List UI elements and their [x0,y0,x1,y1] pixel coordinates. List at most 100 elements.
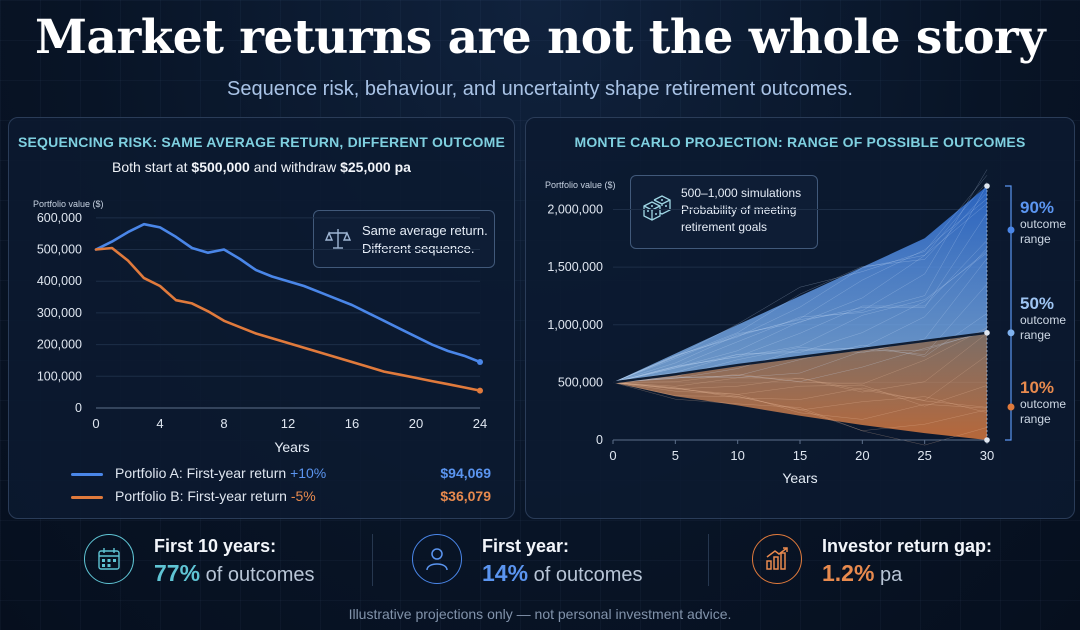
left-x-tick-label: 4 [156,416,163,431]
left-y-tick-label: 400,000 [37,274,82,288]
left-x-tick-label: 0 [92,416,99,431]
bracket-dot-90 [1007,226,1015,234]
mc-callout-line-3: retirement goals [681,220,768,234]
left-x-tick-label: 16 [345,416,359,431]
band-label-10-line1: outcome [1020,397,1067,411]
subtitle-middle: and withdraw [249,159,341,175]
stat-ring-3 [752,534,802,584]
marker-10-end [984,437,990,443]
simulation-path [612,284,988,383]
start-amount: $500,000 [191,159,250,175]
sequencing-panel-subtitle: Both start at $500,000 and withdraw $25,… [9,159,514,175]
simulation-path [612,213,988,383]
simulation-path [612,382,988,408]
person-icon [426,548,448,571]
legend-portfolio-a: Portfolio A: First-year return +10% $94,… [71,464,491,484]
stats-divider-1 [372,534,373,586]
band-label-50-line2: range [1020,328,1051,342]
footer-disclaimer: Illustrative projections only — not pers… [348,606,732,622]
stat-number-2: 14% [482,560,529,586]
mc-callout-line-1: 500–1,000 simulations [681,186,802,200]
band-label-90-line2: range [1020,232,1051,246]
right-x-tick-label: 20 [855,448,869,463]
monte-carlo-callout: 500–1,000 simulations Probability of mee… [630,175,818,249]
simulation-path [612,382,988,413]
right-y-tick-label: 1,500,000 [547,260,603,274]
simulation-path [612,252,988,383]
simulation-path [612,327,988,385]
band-label-10: 10% outcome range [1020,379,1080,427]
legend-return-a: +10% [290,465,327,481]
band-label-50-line1: outcome [1020,313,1067,327]
right-x-tick-label: 30 [980,448,994,463]
stat-ring-2 [412,534,462,584]
sequencing-callout: Same average return. Different sequence. [313,210,495,268]
withdraw-amount: $25,000 pa [340,159,411,175]
series-line-portfolio-b [94,246,482,392]
left-x-tick-label: 24 [473,416,487,431]
stat-suffix-1: of outcomes [200,564,315,586]
right-x-tick-label: 5 [672,448,679,463]
stat-number-3: 1.2% [822,560,875,586]
legend-value-a: $94,069 [440,465,491,481]
legend-prefix-a: Portfolio A: First-year return [115,465,291,481]
simulation-path [612,382,988,407]
simulation-path [612,331,988,383]
callout-line-2: Different sequence. [362,241,475,256]
simulation-path [612,330,988,383]
range-bracket [1005,185,1012,441]
stat-suffix-2: of outcomes [528,564,643,586]
stat-number-1: 77% [154,560,201,586]
legend-prefix-b: Portfolio B: First-year return [115,488,291,504]
subtitle-prefix: Both start at [112,159,192,175]
stat-heading-2: First year: [482,536,570,556]
series-line-portfolio-a [94,222,482,364]
median-line [612,331,988,384]
left-y-tick-label: 300,000 [37,306,82,320]
left-x-axis-label: Years [274,439,309,455]
simulation-path [612,198,988,383]
simulation-path [612,175,988,383]
simulation-path [612,382,988,420]
upper-outcome-band [613,186,987,383]
bracket-dot-10 [1007,403,1015,411]
legend-swatch-a [71,473,103,476]
stat-value-1: 77% of outcomes [154,560,315,587]
band-label-50: 50% outcome range [1020,295,1080,343]
right-y-tick-label: 0 [596,433,603,447]
stat-heading-3: Investor return gap: [822,536,993,556]
marker-90-end [984,183,990,189]
legend-portfolio-b: Portfolio B: First-year return -5% $36,0… [71,487,491,507]
marker-50-end [984,330,990,336]
right-x-tick-label: 0 [609,448,616,463]
simulation-path [612,382,988,446]
simulation-path [612,250,988,383]
stat-suffix-3: pa [874,564,903,586]
band-label-90-line1: outcome [1020,217,1067,231]
band-pct-90: 90% [1020,198,1055,217]
right-y-tick-label: 2,000,000 [547,203,603,217]
simulation-path [612,333,988,393]
left-x-tick-label: 12 [281,416,295,431]
simulation-path [612,203,988,383]
legend-label-a: Portfolio A: First-year return +10% [115,465,326,481]
calendar-icon [98,548,120,570]
left-x-tick-label: 20 [409,416,423,431]
stat-ring-1 [84,534,134,584]
left-y-axis-label: Portfolio value ($) [33,199,104,209]
stat-first-10-years: First 10 years: 77% of outcomes [84,528,364,598]
simulation-path [612,192,988,383]
right-y-axis-label: Portfolio value ($) [545,180,616,190]
stat-first-year: First year: 14% of outcomes [412,528,692,598]
left-y-tick-label: 600,000 [37,211,82,225]
sequencing-risk-panel: SEQUENCING RISK: SAME AVERAGE RETURN, DI… [8,117,515,519]
page-title: Market returns are not the whole story [35,10,1046,65]
simulation-path [612,184,988,383]
stat-value-3: 1.2% pa [822,560,902,587]
band-label-10-line2: range [1020,412,1051,426]
simulation-path [612,181,988,383]
right-y-tick-label: 1,000,000 [547,318,603,332]
left-y-tick-label: 500,000 [37,243,82,257]
simulation-path [612,313,988,383]
right-x-tick-label: 10 [730,448,744,463]
